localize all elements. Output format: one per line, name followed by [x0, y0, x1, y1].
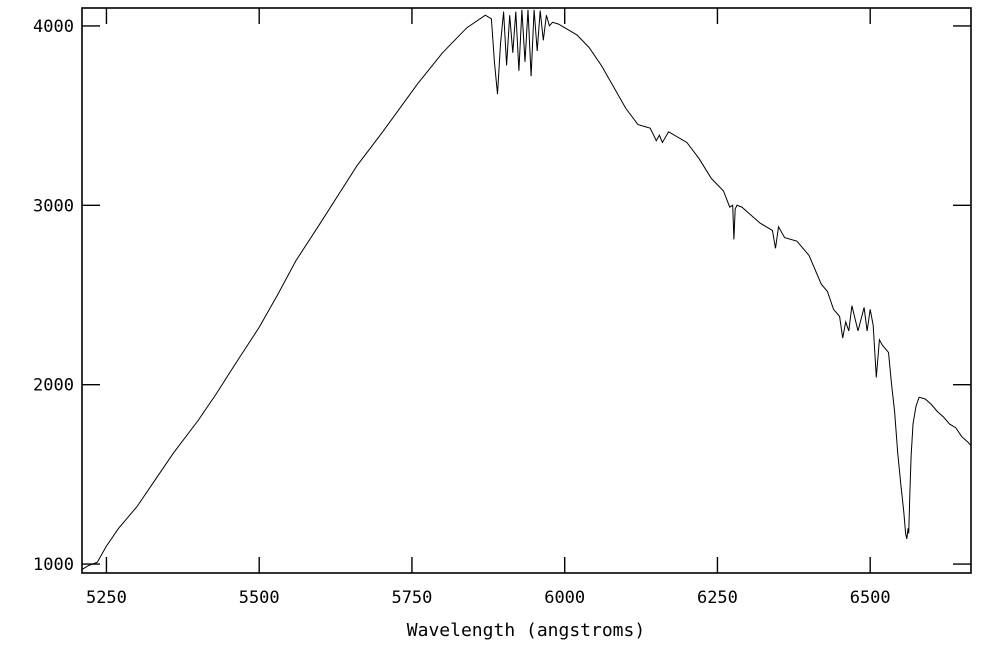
x-axis-label: Wavelength (angstroms): [407, 620, 645, 641]
y-tick-label: 2000: [33, 376, 74, 396]
x-tick-label: 6500: [850, 588, 891, 608]
y-tick-label: 1000: [33, 555, 74, 575]
axis-ticks: [82, 8, 971, 573]
y-tick-label: 3000: [33, 196, 74, 216]
x-tick-label: 5500: [239, 588, 280, 608]
spectrum-line: [81, 9, 972, 570]
tick-labels: 5250 5500 5750 6000 6250 6500 1000 2000 3000 4000: [33, 17, 891, 608]
x-tick-label: 6000: [544, 588, 585, 608]
y-tick-label: 4000: [33, 17, 74, 37]
x-tick-label: 5750: [391, 588, 432, 608]
x-tick-label: 6250: [697, 588, 738, 608]
plot-frame: [81, 7, 972, 574]
x-tick-label: 5250: [86, 588, 127, 608]
